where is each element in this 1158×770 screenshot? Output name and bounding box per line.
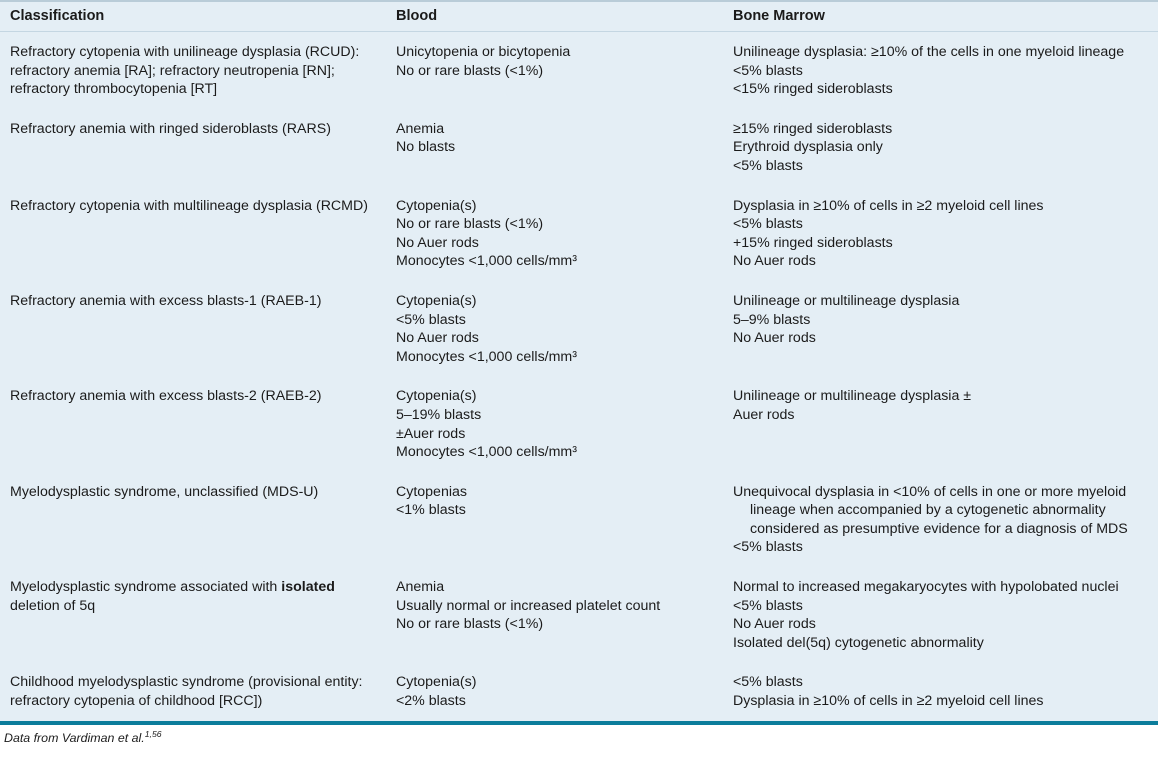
cell-classification: Refractory cytopenia with multilineage d… — [10, 197, 396, 271]
cell-line: No Auer rods — [733, 253, 816, 270]
cell-line: <5% blasts — [733, 539, 803, 556]
cell-line: Unilineage or multilineage dysplasia — [733, 292, 960, 309]
cell-classification: Refractory anemia with ringed sideroblas… — [10, 120, 396, 176]
table-row: Refractory cytopenia with unilineage dys… — [10, 32, 1148, 109]
cell-line: Refractory anemia with excess blasts-2 (… — [10, 388, 322, 405]
cell-line: <15% ringed sideroblasts — [733, 81, 893, 98]
table-row: Refractory anemia with ringed sideroblas… — [10, 109, 1148, 186]
cell-line: Cytopenia(s) — [396, 674, 477, 691]
cell-line: <5% blasts — [733, 62, 803, 79]
footnote-superscript: 1,56 — [144, 728, 162, 739]
cell-classification: Refractory anemia with excess blasts-2 (… — [10, 387, 396, 461]
cell-line: <5% blasts — [733, 674, 803, 691]
cell-line: <5% blasts — [396, 311, 466, 328]
table-row: Childhood myelodysplastic syndrome (prov… — [10, 662, 1148, 720]
cell-line: Refractory cytopenia with multilineage d… — [10, 197, 368, 214]
cell-line: Unilineage or multilineage dysplasia ± — [733, 388, 972, 405]
cell-bone-marrow: ≥15% ringed sideroblasts Erythroid dyspla… — [733, 120, 1144, 176]
cell-blood: Cytopenias <1% blasts — [396, 483, 733, 557]
cell-line: Auer rods — [733, 406, 795, 423]
cell-blood: Cytopenia(s) <5% blasts No Auer rods Monocy… — [396, 292, 733, 366]
cell-line: No Auer rods — [733, 330, 816, 347]
cell-blood: Cytopenia(s) <2% blasts — [396, 673, 733, 710]
cell-line: Cytopenia(s) — [396, 197, 477, 214]
cell-line: Anemia — [396, 579, 445, 596]
cell-line: No or rare blasts (<1%) — [396, 616, 544, 633]
cell-blood: Cytopenia(s) 5–19% blasts ±Auer rods Monocy… — [396, 387, 733, 461]
cell-line: 5–19% blasts — [396, 406, 482, 423]
cell-line: No or rare blasts (<1%) — [396, 62, 544, 79]
cell-line: Usually normal or increased platelet cou… — [396, 597, 661, 614]
cell-line: Monocytes <1,000 cells/mm³ — [396, 253, 577, 270]
cell-line: Monocytes <1,000 cells/mm³ — [396, 444, 577, 461]
cell-line: <5% blasts — [733, 597, 803, 614]
cell-line: Dysplasia in ≥10% of cells in ≥2 myeloid… — [733, 693, 1044, 710]
cell-line: No Auer rods — [733, 616, 816, 633]
cell-line: ≥15% ringed sideroblasts — [733, 120, 893, 137]
cell-line: Anemia — [396, 120, 445, 137]
cell-blood: Anemia Usually normal or increased platel… — [396, 578, 733, 652]
column-header-blood: Blood — [396, 8, 438, 24]
cell-line: Cytopenias — [396, 483, 467, 500]
cell-bone-marrow: Unilineage or multilineage dysplasia ± Au… — [733, 387, 1144, 461]
cell-line: Refractory cytopenia with unilineage dys… — [10, 44, 360, 98]
cell-blood: Anemia No blasts — [396, 120, 733, 176]
cell-line: No or rare blasts (<1%) — [396, 216, 544, 233]
cell-line: Cytopenia(s) — [396, 388, 477, 405]
cell-line: No Auer rods — [396, 330, 479, 347]
cell-line: Unicytopenia or bicytopenia — [396, 44, 571, 60]
cell-line: Refractory anemia with ringed sideroblas… — [10, 120, 331, 137]
cell-line: No blasts — [396, 139, 456, 156]
cell-line: 5–9% blasts — [733, 311, 811, 328]
cell-line: Isolated del(5q) cytogenetic abnormality — [733, 634, 984, 651]
table-bottom-rule — [0, 720, 1158, 725]
column-header-bone-marrow: Bone Marrow — [733, 8, 825, 24]
table-row: Refractory anemia with excess blasts-1 (… — [10, 281, 1148, 376]
column-header-classification: Classification — [10, 8, 105, 24]
cell-line: Refractory anemia with excess blasts-1 (… — [10, 292, 322, 309]
cell-line: <5% blasts — [733, 216, 803, 233]
cell-line: Dysplasia in ≥10% of cells in ≥2 myeloid… — [733, 197, 1044, 214]
cell-bone-marrow: Unequivocal dysplasia in <10% of cells i… — [733, 483, 1144, 557]
cell-classification: Refractory anemia with excess blasts-1 (… — [10, 292, 396, 366]
cell-line: Childhood myelodysplastic syndrome (prov… — [10, 674, 363, 710]
table-footnote: Data from Vardiman et al.1,56 — [0, 725, 1158, 746]
cell-classification: Myelodysplastic syndrome associated with… — [10, 578, 396, 652]
cell-line: No Auer rods — [396, 234, 479, 251]
footnote-text: Data from Vardiman et al. — [4, 730, 145, 745]
cell-line: Myelodysplastic syndrome, unclassified (… — [10, 483, 319, 500]
cell-bone-marrow: Unilineage or multilineage dysplasia 5–9%… — [733, 292, 1144, 366]
table-row: Myelodysplastic syndrome, unclassified (… — [10, 472, 1148, 567]
cell-line: ±Auer rods — [396, 425, 466, 442]
cell-line: Erythroid dysplasia only — [733, 139, 883, 156]
cell-line: <5% blasts — [733, 157, 803, 174]
cell-bone-marrow: Dysplasia in ≥10% of cells in ≥2 myeloid… — [733, 197, 1144, 271]
cell-line: Myelodysplastic syndrome associated with… — [10, 579, 335, 614]
table-header-row: Classification Blood Bone Marrow — [0, 2, 1158, 32]
cell-classification: Myelodysplastic syndrome, unclassified (… — [10, 483, 396, 557]
cell-bone-marrow: Unilineage dysplasia: ≥10% of the cells … — [733, 43, 1144, 99]
cell-line: <1% blasts — [396, 502, 466, 519]
cell-bone-marrow: <5% blasts Dysplasia in ≥10% of cells in … — [733, 673, 1144, 710]
data-table: Classification Blood Bone Marrow Refract… — [0, 0, 1158, 721]
cell-line: Monocytes <1,000 cells/mm³ — [396, 348, 577, 365]
cell-line: <2% blasts — [396, 693, 466, 710]
cell-line: Unequivocal dysplasia in <10% of cells i… — [733, 483, 1128, 537]
cell-classification: Childhood myelodysplastic syndrome (prov… — [10, 673, 396, 710]
cell-classification: Refractory cytopenia with unilineage dys… — [10, 43, 396, 99]
cell-line: Unilineage dysplasia: ≥10% of the cells … — [733, 44, 1125, 60]
table-row: Refractory cytopenia with multilineage d… — [10, 186, 1148, 281]
table-row: Myelodysplastic syndrome associated with… — [10, 567, 1148, 662]
cell-line: Cytopenia(s) — [396, 292, 477, 309]
cell-blood: Unicytopenia or bicytopenia No or rare bl… — [396, 43, 733, 99]
table-row: Refractory anemia with excess blasts-2 (… — [10, 376, 1148, 471]
cell-line: +15% ringed sideroblasts — [733, 234, 893, 251]
cell-bone-marrow: Normal to increased megakaryocytes with … — [733, 578, 1144, 652]
cell-blood: Cytopenia(s) No or rare blasts (<1%) No Au… — [396, 197, 733, 271]
cell-line: Normal to increased megakaryocytes with … — [733, 579, 1119, 596]
table-body: Refractory cytopenia with unilineage dys… — [0, 32, 1158, 721]
